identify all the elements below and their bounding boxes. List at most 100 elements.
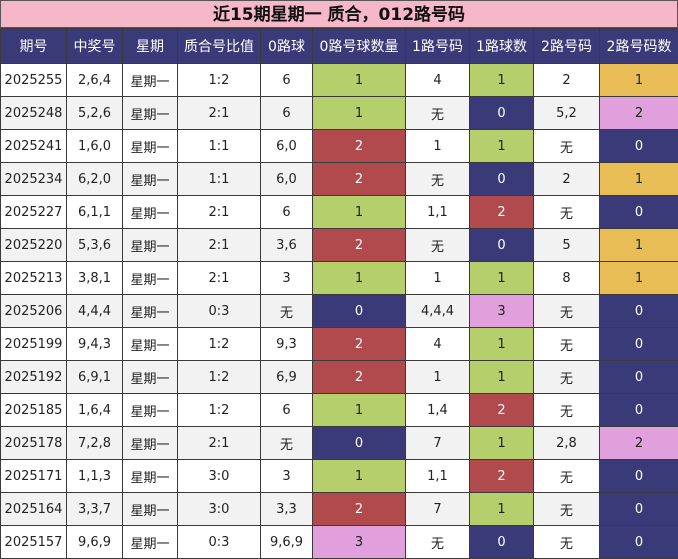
road2-count-cell: 1 [600,262,678,295]
prime-ratio-cell: 1:2 [178,394,261,427]
weekday-cell: 星期一 [123,163,178,196]
road2-cell: 5 [534,229,600,262]
road2-count-cell: 1 [600,229,678,262]
road1-count-cell: 0 [470,163,534,196]
prime-ratio-cell: 0:3 [178,526,261,559]
numbers-cell: 2,6,4 [67,64,123,97]
period-cell: 2025206 [1,295,67,328]
road0-count-cell: 1 [313,262,406,295]
period-cell: 2025178 [1,427,67,460]
road1-count-cell: 1 [470,130,534,163]
road1-cell: 4,4,4 [406,295,470,328]
weekday-cell: 星期一 [123,97,178,130]
road1-cell: 1 [406,130,470,163]
weekday-cell: 星期一 [123,328,178,361]
road1-cell: 无 [406,97,470,130]
road0-cell: 6 [261,97,313,130]
road2-count-cell: 0 [600,295,678,328]
road2-cell: 无 [534,493,600,526]
header-row: 期号 中奖号 星期 质合号比值 0路球 0路号球数量 1路号码 1路球数 2路号… [1,29,678,64]
road0-count-cell: 3 [313,526,406,559]
road1-cell: 无 [406,163,470,196]
prime-ratio-cell: 1:1 [178,130,261,163]
road1-count-cell: 1 [470,493,534,526]
prime-ratio-cell: 1:1 [178,163,261,196]
road0-count-cell: 2 [313,229,406,262]
prime-ratio-cell: 1:2 [178,328,261,361]
numbers-cell: 4,4,4 [67,295,123,328]
road0-count-cell: 1 [313,394,406,427]
weekday-cell: 星期一 [123,526,178,559]
period-cell: 2025192 [1,361,67,394]
road1-cell: 1,1 [406,196,470,229]
road1-count-cell: 1 [470,328,534,361]
numbers-cell: 6,1,1 [67,196,123,229]
road1-count-cell: 3 [470,295,534,328]
header-prime-ratio: 质合号比值 [178,29,261,64]
period-cell: 2025213 [1,262,67,295]
period-cell: 2025248 [1,97,67,130]
prime-ratio-cell: 1:2 [178,64,261,97]
road0-count-cell: 2 [313,163,406,196]
weekday-cell: 星期一 [123,229,178,262]
road2-cell: 无 [534,328,600,361]
prime-ratio-cell: 1:2 [178,361,261,394]
road2-cell: 5,2 [534,97,600,130]
weekday-cell: 星期一 [123,262,178,295]
road2-cell: 2,8 [534,427,600,460]
header-road2-count: 2路号码数 [600,29,678,64]
road1-cell: 4 [406,64,470,97]
road1-cell: 无 [406,229,470,262]
road2-count-cell: 0 [600,196,678,229]
road0-cell: 3,6 [261,229,313,262]
road0-cell: 6 [261,64,313,97]
weekday-cell: 星期一 [123,130,178,163]
road1-cell: 无 [406,526,470,559]
period-cell: 2025157 [1,526,67,559]
road2-count-cell: 1 [600,163,678,196]
road2-cell: 8 [534,262,600,295]
numbers-cell: 1,6,0 [67,130,123,163]
weekday-cell: 星期一 [123,427,178,460]
road0-cell: 9,6,9 [261,526,313,559]
weekday-cell: 星期一 [123,64,178,97]
road2-cell: 无 [534,130,600,163]
road2-cell: 无 [534,394,600,427]
road2-cell: 2 [534,64,600,97]
road0-cell: 6 [261,196,313,229]
period-cell: 2025220 [1,229,67,262]
road1-count-cell: 2 [470,394,534,427]
weekday-cell: 星期一 [123,361,178,394]
road0-cell: 6,0 [261,163,313,196]
prime-ratio-cell: 3:0 [178,493,261,526]
road2-count-cell: 0 [600,493,678,526]
numbers-cell: 3,3,7 [67,493,123,526]
road0-count-cell: 2 [313,493,406,526]
prime-ratio-cell: 2:1 [178,229,261,262]
road0-cell: 无 [261,427,313,460]
period-cell: 2025185 [1,394,67,427]
numbers-cell: 9,4,3 [67,328,123,361]
weekday-cell: 星期一 [123,493,178,526]
weekday-cell: 星期一 [123,394,178,427]
road2-cell: 无 [534,460,600,493]
period-cell: 2025227 [1,196,67,229]
road0-count-cell: 1 [313,97,406,130]
road1-count-cell: 0 [470,526,534,559]
prime-ratio-cell: 2:1 [178,97,261,130]
road0-cell: 6 [261,394,313,427]
period-cell: 2025171 [1,460,67,493]
numbers-cell: 1,6,4 [67,394,123,427]
prime-ratio-cell: 0:3 [178,295,261,328]
road2-count-cell: 1 [600,64,678,97]
road2-count-cell: 2 [600,97,678,130]
